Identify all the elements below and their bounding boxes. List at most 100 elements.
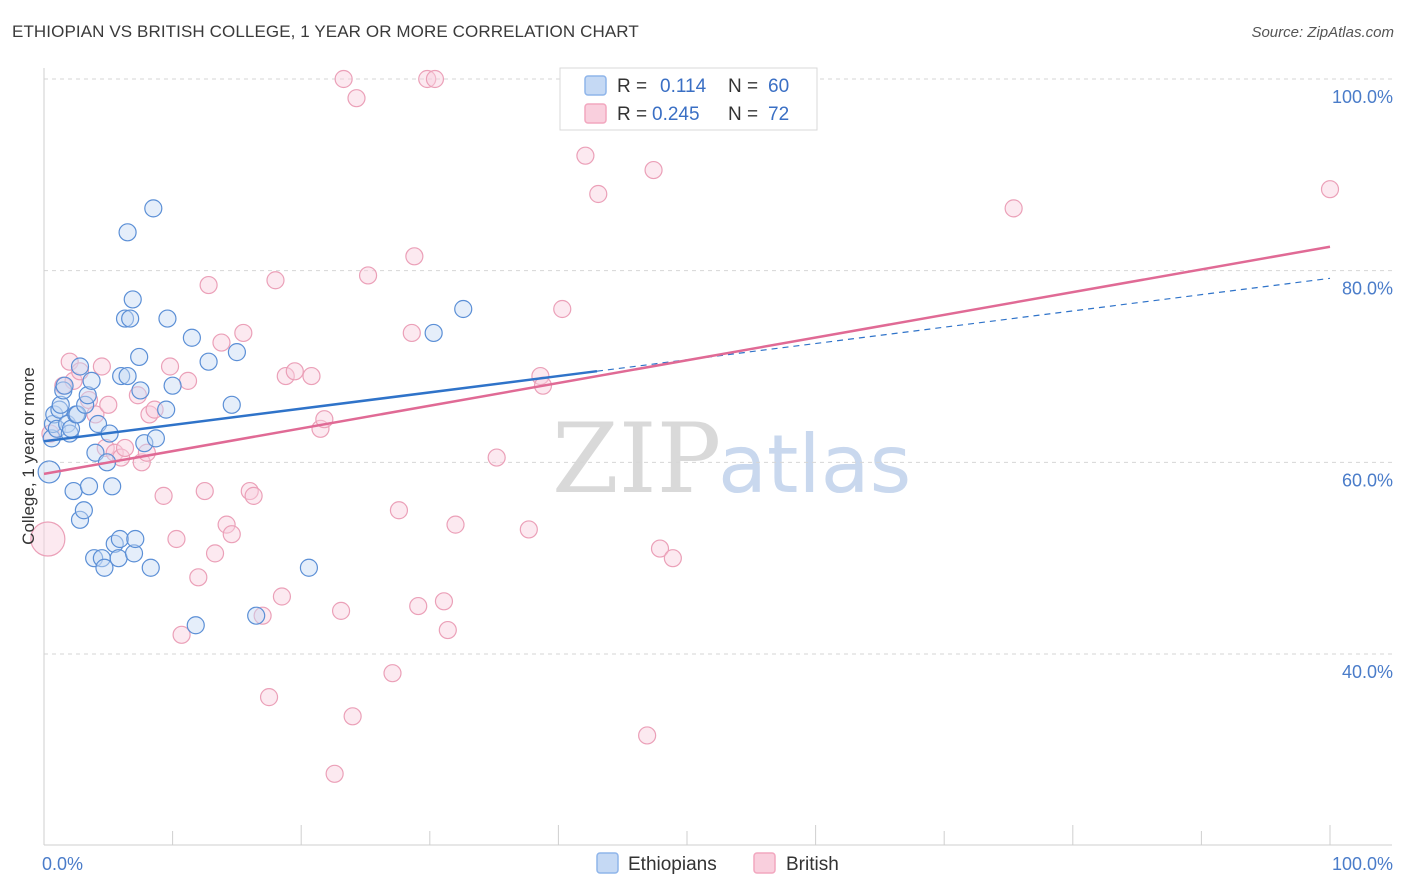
british-point bbox=[259, 688, 279, 707]
british-point bbox=[405, 247, 424, 266]
ethiopians-point bbox=[118, 366, 137, 386]
british-point bbox=[383, 664, 402, 683]
ethiopians-point bbox=[299, 558, 319, 577]
ethiopians-point bbox=[115, 309, 135, 328]
series-legend: Ethiopians British bbox=[596, 852, 839, 875]
british-point bbox=[178, 371, 198, 390]
british-point bbox=[358, 266, 378, 285]
chart-title: ETHIOPIAN VS BRITISH COLLEGE, 1 YEAR OR … bbox=[12, 22, 639, 41]
british-point bbox=[325, 764, 344, 783]
ethiopians-point bbox=[109, 549, 128, 568]
ethiopians-point bbox=[112, 366, 131, 386]
ethiopians-point bbox=[51, 395, 70, 414]
british-point bbox=[553, 299, 572, 319]
british-point bbox=[425, 69, 445, 89]
british-point bbox=[650, 539, 670, 558]
british-point bbox=[347, 89, 366, 108]
ethiopians-point bbox=[64, 481, 83, 501]
british-point bbox=[128, 386, 147, 405]
legend-r-value-british: 0.245 bbox=[652, 104, 700, 125]
british-point bbox=[266, 271, 285, 290]
trend-lines bbox=[43, 245, 1331, 476]
ethiopians-point bbox=[55, 376, 74, 395]
y-tick-label: 80.0% bbox=[1342, 279, 1393, 299]
stats-legend: R = 0.114 N = 60 R = 0.245 N = 72 bbox=[559, 67, 818, 131]
x-tick-marks bbox=[172, 825, 1331, 845]
british-point bbox=[409, 596, 428, 616]
axes bbox=[43, 68, 1392, 846]
british-point bbox=[434, 592, 454, 611]
british-point bbox=[212, 333, 231, 352]
legend-n-label-2: N = bbox=[728, 104, 758, 125]
british-point bbox=[576, 146, 595, 165]
british-point bbox=[154, 486, 173, 505]
tick-labels: 40.0% 60.0% 80.0% 100.0% 0.0% 100.0% bbox=[42, 87, 1393, 874]
british-point bbox=[1320, 180, 1340, 199]
ethiopians-point bbox=[199, 352, 218, 371]
ethiopians-point bbox=[144, 199, 163, 218]
british-point bbox=[244, 486, 263, 505]
legend-n-value-ethiopians: 60 bbox=[768, 76, 789, 97]
british-point bbox=[217, 515, 236, 534]
ethiopians-point bbox=[110, 529, 129, 549]
watermark-zip: ZIP bbox=[552, 403, 721, 515]
source-credit: Source: ZipAtlas.com bbox=[1251, 24, 1394, 41]
british-point bbox=[30, 521, 66, 557]
ethiopians-point bbox=[74, 501, 93, 520]
british-point bbox=[160, 357, 180, 376]
ethiopians-point bbox=[78, 386, 97, 405]
ethiopians-point bbox=[95, 558, 114, 577]
legend-r-label-1: R = bbox=[617, 76, 647, 97]
british-point bbox=[92, 357, 111, 376]
british-point bbox=[205, 544, 225, 563]
ethiopians-point bbox=[79, 477, 99, 496]
legend-n-label-1: N = bbox=[728, 76, 758, 97]
ethiopians-point bbox=[135, 434, 154, 453]
british-point bbox=[172, 625, 191, 644]
watermark: ZIP atlas bbox=[552, 403, 911, 515]
british-point bbox=[276, 366, 295, 386]
british-point bbox=[189, 568, 208, 587]
british-point bbox=[663, 549, 682, 568]
ethiopians-point bbox=[227, 343, 246, 362]
ethiopians-point bbox=[70, 357, 90, 376]
y-tick-label: 40.0% bbox=[1342, 662, 1393, 682]
british-point bbox=[222, 525, 241, 544]
ethiopians-point bbox=[126, 529, 145, 549]
ethiopians-trend-line bbox=[43, 369, 598, 443]
ethiopians-point bbox=[157, 400, 176, 419]
ethiopians-point bbox=[124, 544, 144, 563]
ethiopians-point bbox=[454, 299, 473, 319]
ethiopians-point bbox=[118, 223, 137, 242]
british-point bbox=[167, 529, 186, 549]
bottom-legend-swatch-ethiopians bbox=[596, 852, 619, 874]
ethiopians-point bbox=[121, 309, 140, 328]
british-point bbox=[115, 438, 135, 458]
watermark-atlas: atlas bbox=[718, 418, 911, 511]
bottom-legend-label-ethiopians: Ethiopians bbox=[628, 854, 717, 875]
british-point bbox=[438, 620, 457, 640]
legend-r-label-2: R = bbox=[617, 104, 647, 125]
british-point bbox=[343, 707, 362, 726]
british-point bbox=[418, 69, 437, 89]
y-tick-label: 100.0% bbox=[1332, 87, 1393, 107]
x-tick-label: 0.0% bbox=[42, 854, 83, 874]
ethiopians-point bbox=[82, 371, 101, 390]
bottom-legend-swatch-british bbox=[753, 852, 776, 874]
british-point bbox=[96, 438, 115, 458]
ethiopians-point bbox=[186, 616, 205, 635]
british-point bbox=[589, 184, 608, 204]
british-point bbox=[519, 520, 538, 539]
british-point bbox=[195, 481, 214, 501]
british-point bbox=[644, 160, 663, 180]
british-point bbox=[446, 515, 465, 534]
british-point bbox=[487, 448, 506, 467]
ethiopians-point bbox=[146, 429, 165, 448]
british-point bbox=[302, 366, 321, 386]
british-point bbox=[638, 726, 657, 745]
legend-swatch-ethiopians bbox=[584, 75, 607, 96]
british-point bbox=[402, 323, 421, 343]
british-points bbox=[30, 69, 1340, 783]
british-point bbox=[234, 323, 253, 343]
